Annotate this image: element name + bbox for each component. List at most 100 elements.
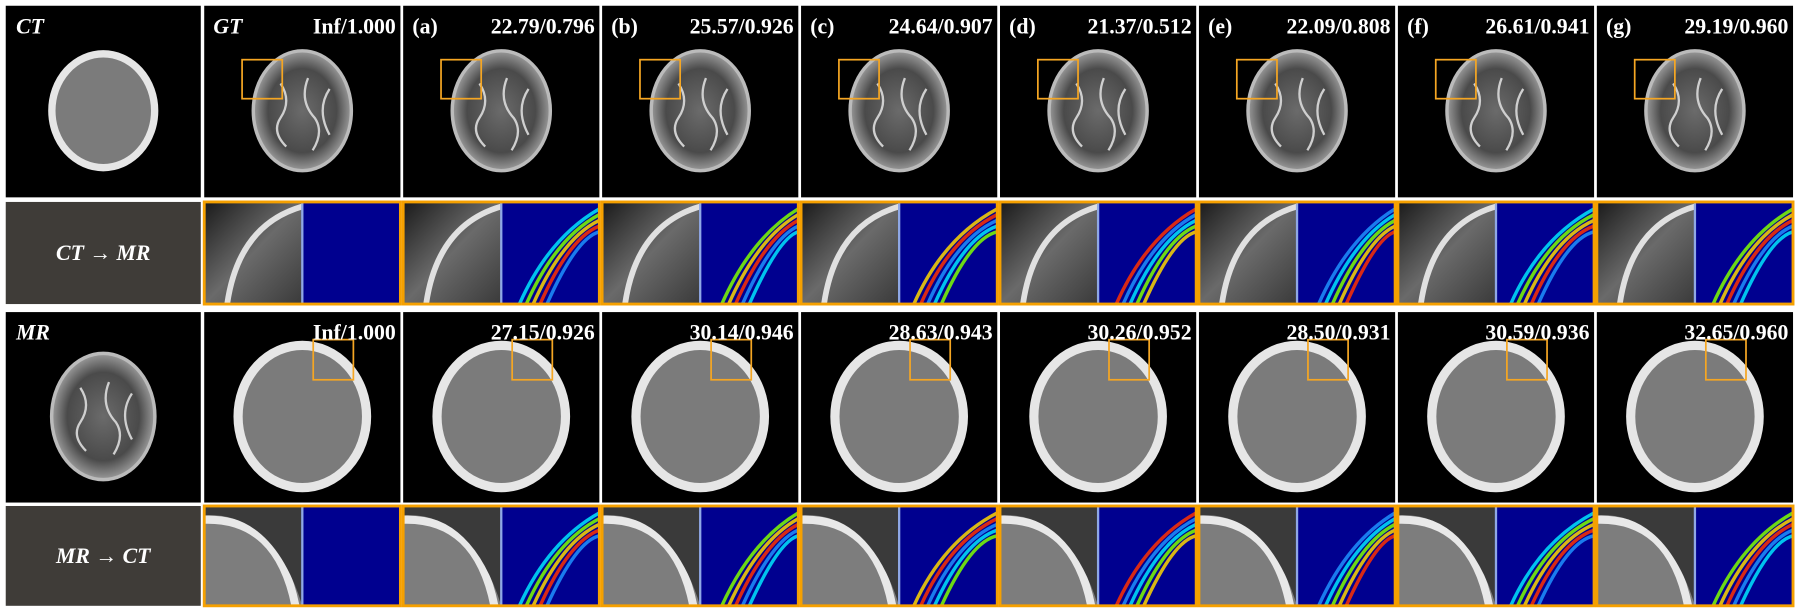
error-band (1718, 517, 1794, 607)
zoom-patch (1596, 201, 1695, 305)
zoom-patch (1000, 201, 1099, 305)
zoom-patch (403, 201, 502, 305)
task-panel (5, 505, 201, 606)
error-band (1128, 522, 1197, 607)
error-band (1142, 534, 1197, 607)
error-band (1711, 207, 1794, 305)
brain-slice (1246, 49, 1348, 173)
skull-slice (830, 340, 968, 493)
zoom-patch (1397, 201, 1496, 305)
zoom-edge (423, 203, 503, 305)
metric-score: 29.19/0.960 (1684, 14, 1788, 38)
zoom-border (1197, 504, 1397, 608)
metric-score: 24.64/0.907 (889, 14, 993, 38)
zoom-edge (601, 515, 698, 607)
error-band (1128, 218, 1197, 305)
metric-score: 22.79/0.796 (491, 14, 595, 38)
error-band (1536, 534, 1595, 607)
error-band (720, 511, 800, 607)
error-band (932, 528, 998, 607)
zoom-border (998, 504, 1198, 608)
metric-score: 28.50/0.931 (1286, 321, 1390, 345)
metric-score: 30.14/0.946 (690, 321, 794, 345)
brain-slice (1445, 49, 1547, 173)
zoom-border (799, 200, 999, 306)
brain-folds (1668, 77, 1724, 151)
error-band (1732, 528, 1794, 607)
skull-slice (432, 340, 571, 493)
roi-box (1633, 58, 1676, 100)
error-band (747, 230, 799, 305)
roi-box (838, 58, 880, 100)
zoom-edge (821, 203, 900, 305)
error-band (1323, 213, 1397, 305)
metric-score: 30.59/0.936 (1485, 321, 1589, 345)
metric-score: 26.61/0.941 (1485, 14, 1589, 38)
zoom-edge (1219, 203, 1298, 305)
method-label: (f) (1407, 14, 1429, 38)
zoom-border (600, 200, 800, 306)
roi-box (312, 338, 355, 381)
error-band (531, 218, 601, 305)
zoom-border (202, 504, 402, 608)
skull-slice (1427, 340, 1565, 493)
brain-slice (848, 49, 950, 173)
roi-box (440, 58, 483, 100)
skull-slice (1029, 340, 1167, 493)
zoom-edge (1198, 515, 1295, 607)
brain-slice (251, 49, 354, 173)
zoom-border (1595, 504, 1795, 608)
roi-box (1235, 58, 1278, 100)
error-band (747, 534, 799, 607)
zoom-border (600, 504, 800, 608)
error-band (734, 218, 800, 305)
skull-slice (233, 340, 372, 493)
error-band (1536, 230, 1595, 305)
error-band (545, 534, 600, 607)
error-band (1344, 534, 1396, 607)
metric-score: 32.65/0.960 (1684, 321, 1788, 345)
zoom-border (1396, 504, 1596, 608)
error-band (1330, 218, 1396, 305)
error-band (524, 517, 601, 607)
skull-slice (631, 340, 770, 493)
error-band (1135, 224, 1197, 305)
zoom-edge (800, 515, 897, 607)
zoom-border (1396, 200, 1596, 306)
error-band (1337, 224, 1396, 305)
error-band (531, 522, 601, 607)
error-band (1522, 218, 1595, 305)
error-band (1711, 511, 1794, 607)
error-band (1509, 511, 1595, 607)
brain-folds (275, 77, 331, 151)
error-band (1114, 511, 1198, 607)
metric-score: Inf/1.000 (313, 321, 396, 345)
method-label: (g) (1606, 14, 1631, 38)
error-band (1725, 522, 1794, 607)
roi-box (511, 338, 554, 381)
metric-score: Inf/1.000 (313, 14, 396, 38)
task-label: MR → CT (55, 544, 152, 568)
brain-folds (75, 381, 133, 455)
zoom-bg (602, 505, 701, 606)
method-label: (a) (412, 14, 437, 38)
error-band (1516, 213, 1595, 305)
zoom-edge (224, 203, 304, 305)
error-band (939, 230, 998, 305)
gt-label: GT (213, 14, 244, 38)
brain-folds (673, 77, 729, 151)
zoom-bg (1397, 505, 1496, 606)
method-label: (b) (611, 14, 638, 38)
zoom-edge (1418, 203, 1497, 305)
error-band (919, 517, 998, 607)
roi-box (639, 58, 681, 100)
error-band (939, 534, 998, 607)
brain-folds (1469, 77, 1525, 151)
error-band (1142, 230, 1197, 305)
roi-box (710, 338, 753, 381)
metric-score: 25.57/0.926 (690, 14, 794, 38)
brain-slice (49, 351, 157, 482)
error-band (538, 224, 601, 305)
error-band (1344, 230, 1396, 305)
